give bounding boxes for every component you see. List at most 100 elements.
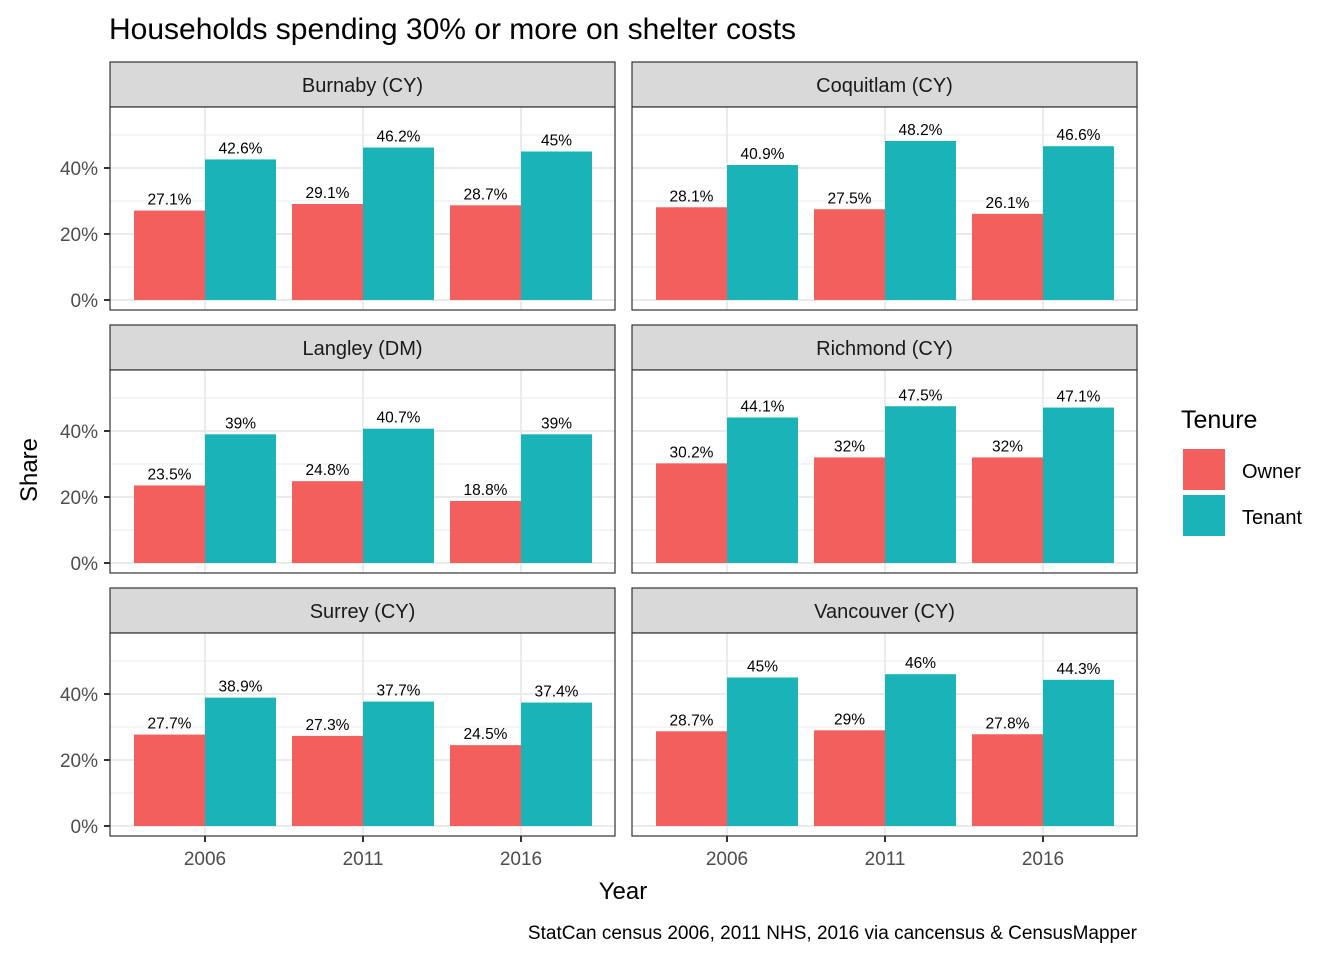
bar-owner [292, 203, 363, 300]
facet-strip [109, 324, 616, 371]
panel-border [631, 106, 1138, 311]
bar-value-label: 28.7% [464, 186, 508, 203]
bar-tenant [521, 434, 592, 563]
bar-tenant [885, 140, 956, 300]
legend-key-owner [1183, 449, 1225, 490]
y-tick-label: 0% [71, 554, 99, 575]
bar-owner [972, 734, 1043, 826]
bar-value-label: 42.6% [219, 140, 263, 157]
y-axis-title: Share [16, 438, 43, 502]
bar-value-label: 27.3% [306, 717, 350, 734]
bar-value-label: 39% [541, 415, 572, 432]
bar-owner [292, 481, 363, 563]
bar-value-label: 29.1% [306, 185, 350, 202]
facet-panel: Richmond (CY) 30.2% 32% 32% 44.1% 47.5% 47.1% [631, 324, 1138, 574]
bar-owner [814, 730, 885, 826]
x-tick-label: 2011 [865, 849, 906, 870]
y-tick-label: 0% [71, 817, 99, 838]
legend-title: Tenure [1181, 406, 1257, 434]
facet-panel: Surrey (CY) 27.7% 27.3% 24.5% 38.9% 37.7% 37.4… [109, 587, 616, 837]
legend-key-tenant [1183, 495, 1225, 536]
y-axis-tick-labels: 0% 20% 40% 0% 20% 40% 0% 20% 40% [60, 159, 110, 838]
bar-value-label: 37.7% [377, 683, 421, 700]
y-tick-label: 0% [71, 291, 99, 312]
bar-tenant [1043, 146, 1114, 300]
bar-value-label: 29% [834, 711, 865, 728]
bar-owner [656, 463, 727, 563]
y-tick-label: 20% [60, 225, 98, 246]
bar-owner [814, 457, 885, 563]
bar-value-label: 32% [834, 438, 865, 455]
bar-value-label: 30.2% [670, 444, 714, 461]
bar-value-label: 44.1% [741, 398, 785, 415]
bar-tenant [1043, 679, 1114, 826]
facet-strip [631, 324, 1138, 371]
bar-value-label: 47.5% [899, 387, 943, 404]
x-axis-tick-labels: 2006 2011 2016 2006 2011 2016 [184, 836, 1064, 870]
panel-border [109, 369, 616, 574]
y-tick-label: 20% [60, 751, 98, 772]
bar-value-label: 46.2% [377, 129, 421, 146]
bar-owner [656, 207, 727, 300]
bar-value-label: 28.7% [670, 712, 714, 729]
panel-border [109, 106, 616, 311]
bar-value-label: 38.9% [219, 679, 263, 696]
bar-value-label: 24.5% [464, 726, 508, 743]
bar-value-label: 46.6% [1057, 127, 1101, 144]
y-tick-label: 40% [60, 422, 98, 443]
bar-value-label: 46% [905, 655, 936, 672]
bar-tenant [363, 428, 434, 563]
bar-tenant [727, 165, 798, 300]
bar-value-label: 45% [747, 659, 778, 676]
bar-value-label: 24.8% [306, 462, 350, 479]
facet-strip [109, 61, 616, 108]
bar-value-label: 40.7% [377, 410, 421, 427]
bar-owner [134, 734, 205, 826]
bar-value-label: 44.3% [1057, 661, 1101, 678]
legend: Tenure Owner Tenant [1181, 406, 1302, 536]
bar-value-label: 27.5% [828, 190, 872, 207]
bar-owner [134, 485, 205, 563]
bar-value-label: 26.1% [986, 195, 1030, 212]
bar-tenant [727, 677, 798, 826]
bar-owner [972, 457, 1043, 563]
bar-owner [134, 210, 205, 300]
bar-value-label: 48.2% [899, 122, 943, 139]
panel-border [631, 369, 1138, 574]
bar-tenant [727, 417, 798, 563]
facet-strip [109, 587, 616, 634]
bar-value-label: 47.1% [1057, 389, 1101, 406]
facet-strip-label: Vancouver (CY) [814, 601, 955, 623]
bar-owner [450, 745, 521, 826]
chart-title: Households spending 30% or more on shelt… [109, 13, 796, 46]
bar-value-label: 39% [225, 415, 256, 432]
y-tick-label: 40% [60, 685, 98, 706]
facet-panel: Coquitlam (CY) 28.1% 27.5% 26.1% 40.9% 48.2% 4… [631, 61, 1138, 311]
facet-strip-label: Burnaby (CY) [302, 75, 423, 97]
bar-value-label: 37.4% [535, 684, 579, 701]
bar-owner [292, 735, 363, 826]
bar-value-label: 45% [541, 133, 572, 150]
bar-tenant [205, 697, 276, 826]
facet-panel: Vancouver (CY) 28.7% 29% 27.8% 45% 46% 44.3% [631, 587, 1138, 837]
bar-value-label: 32% [992, 438, 1023, 455]
bar-tenant [205, 434, 276, 563]
facet-panels: Burnaby (CY) 27.1% 29.1% 28.7% 42.6% 46.2% 45%… [109, 61, 1138, 837]
bar-owner [814, 209, 885, 300]
facet-panel: Langley (DM) 23.5% 24.8% 18.8% 39% 40.7% 39% [109, 324, 616, 574]
x-tick-label: 2011 [343, 849, 384, 870]
facet-strip-label: Surrey (CY) [310, 601, 416, 623]
facet-strip-label: Coquitlam (CY) [816, 75, 953, 97]
bar-tenant [363, 701, 434, 826]
bar-owner [972, 213, 1043, 300]
bar-tenant [885, 674, 956, 826]
x-tick-label: 2016 [500, 849, 542, 870]
x-tick-label: 2016 [1022, 849, 1064, 870]
bar-value-label: 40.9% [741, 146, 785, 163]
bar-tenant [205, 159, 276, 300]
bar-tenant [521, 151, 592, 300]
bar-tenant [1043, 407, 1114, 563]
bar-tenant [521, 702, 592, 826]
bar-owner [450, 205, 521, 300]
